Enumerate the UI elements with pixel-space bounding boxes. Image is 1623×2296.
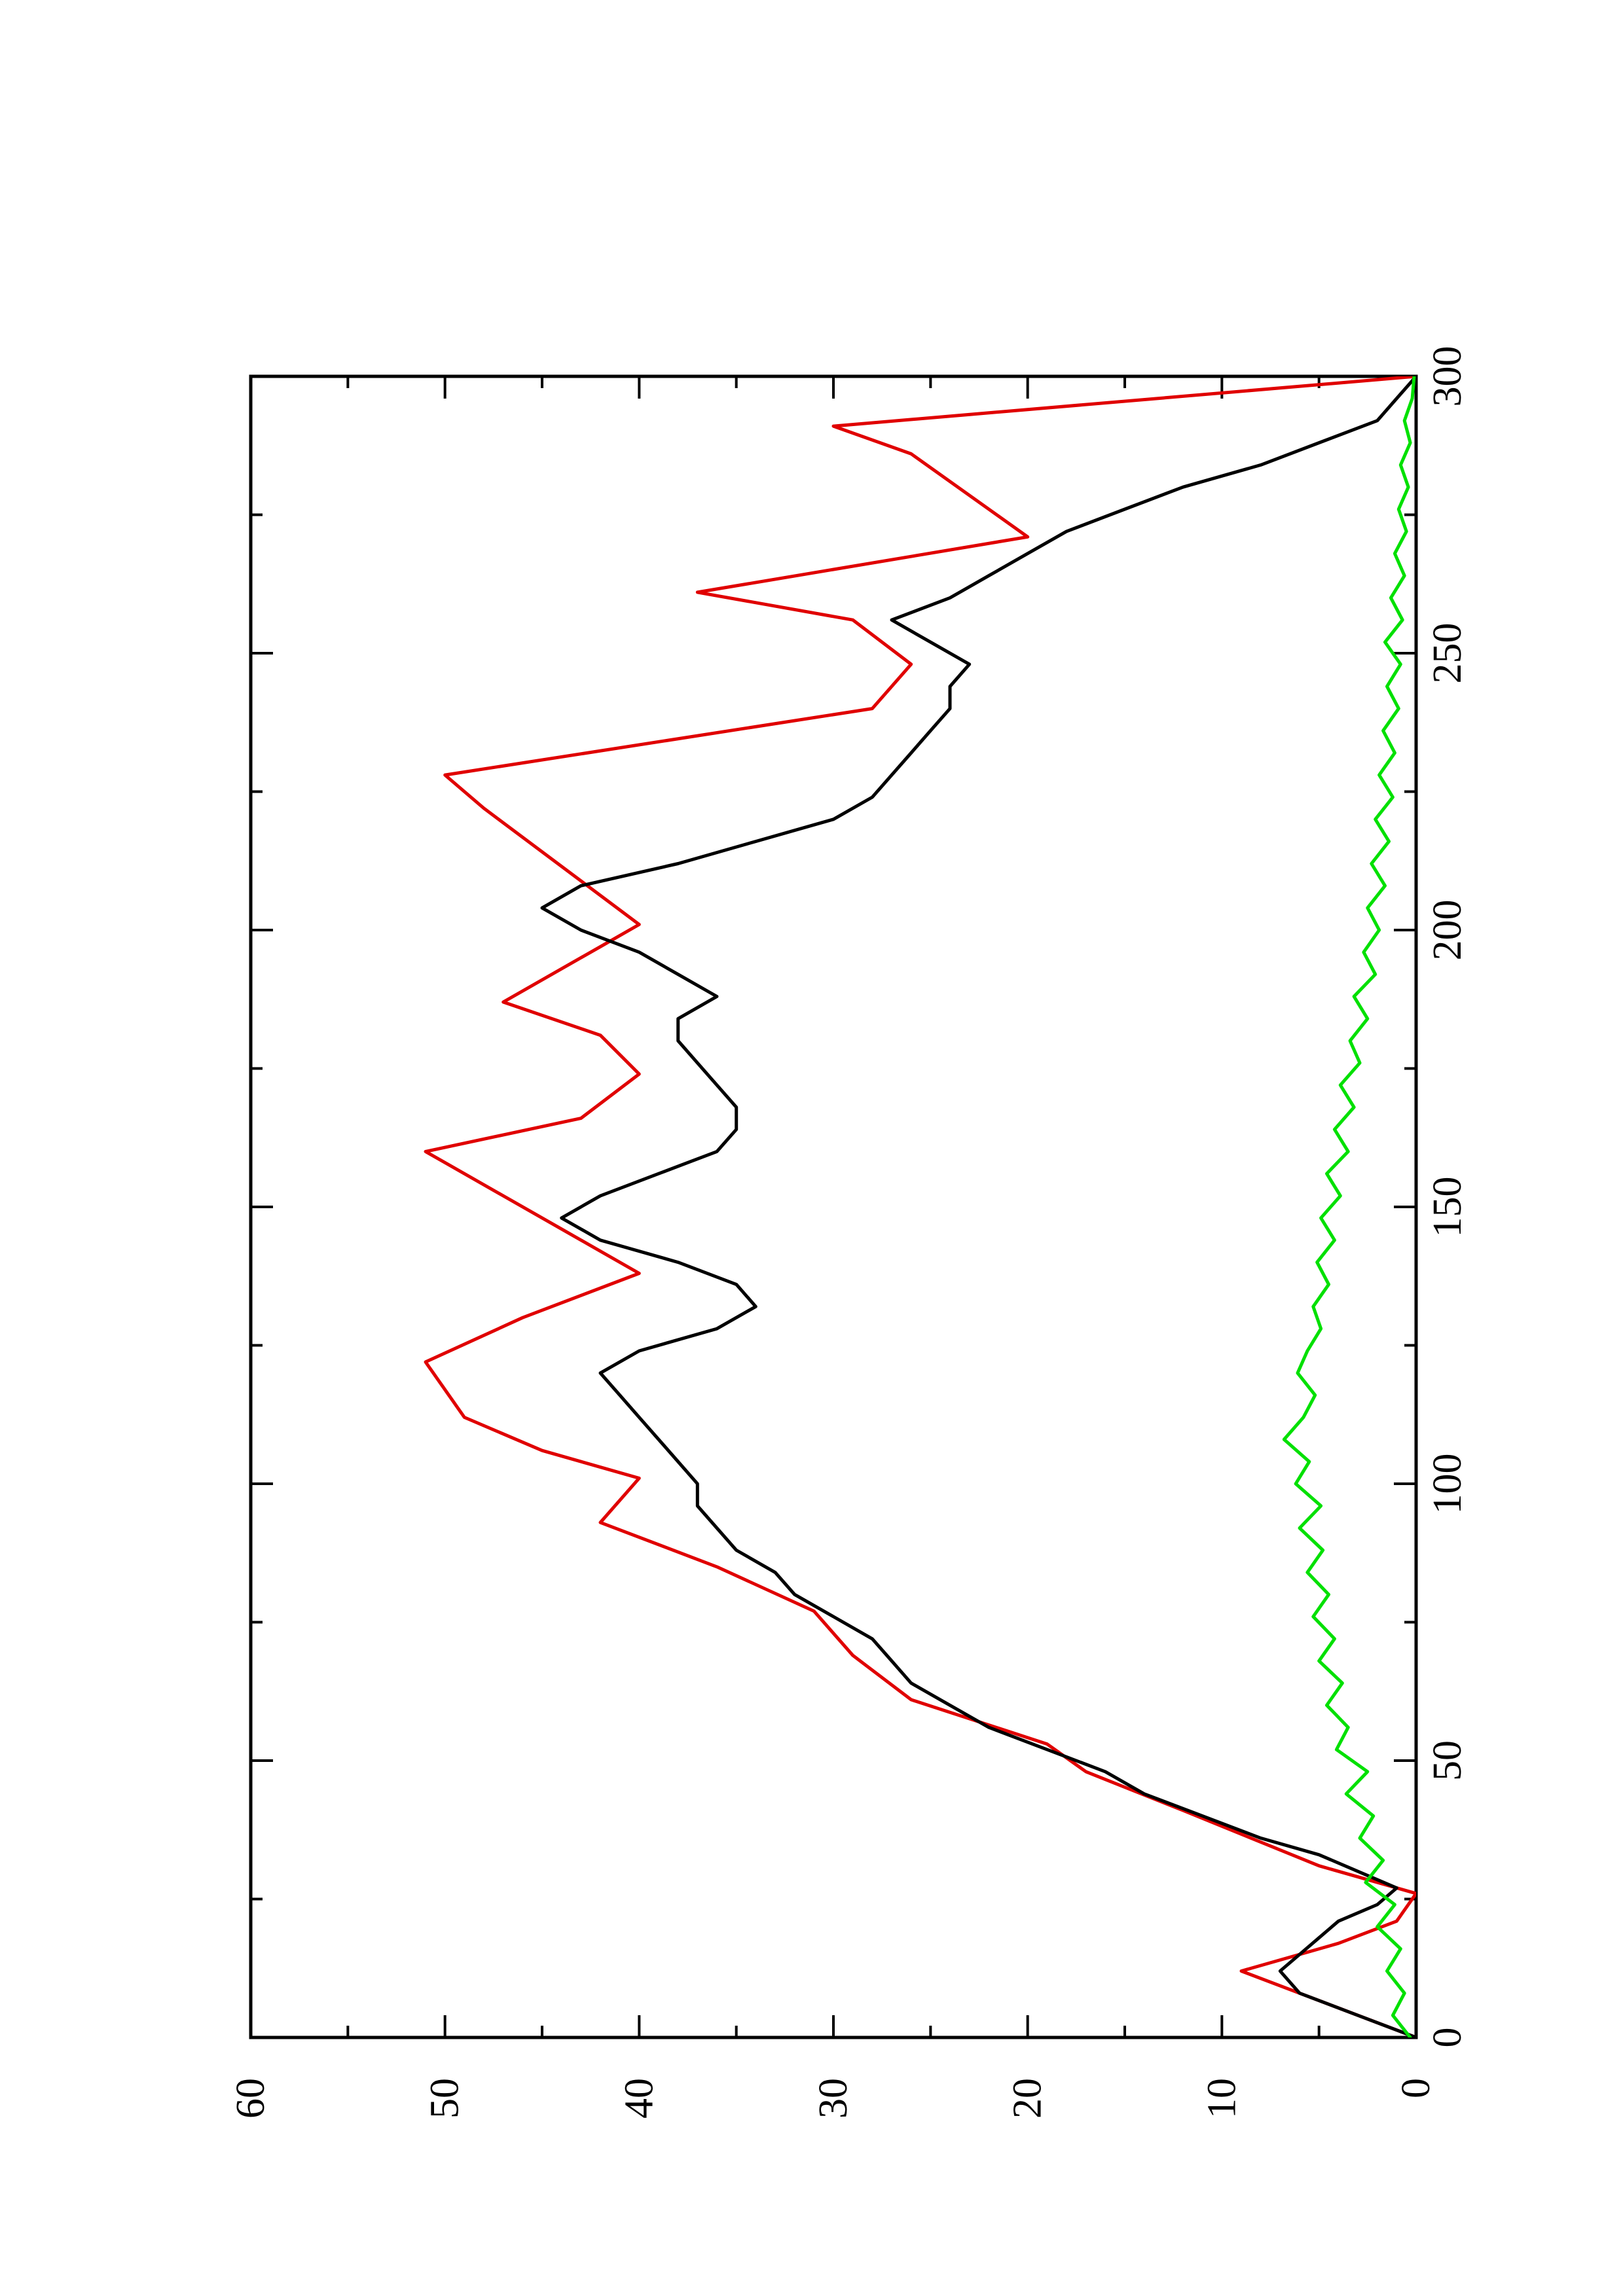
y-tick-label: 0 bbox=[1394, 2078, 1438, 2098]
y-tick-label: 50 bbox=[423, 2078, 467, 2119]
y-tick-label: 20 bbox=[1006, 2078, 1050, 2119]
y-tick-label: 10 bbox=[1199, 2078, 1244, 2119]
x-tick-label: 250 bbox=[1425, 623, 1470, 684]
x-axis-tick-labels: 0 50 100 150 200 250 300 bbox=[1425, 346, 1470, 2048]
plot-frame bbox=[249, 374, 1418, 2039]
black-series-line bbox=[540, 376, 1416, 2037]
x-tick-label: 150 bbox=[1425, 1177, 1470, 1238]
x-tick-label: 50 bbox=[1425, 1740, 1470, 1781]
x-tick-label: 100 bbox=[1425, 1454, 1470, 1515]
red-series-line bbox=[424, 376, 1416, 2037]
y-tick-label: 30 bbox=[811, 2078, 856, 2119]
series-layer bbox=[424, 376, 1416, 2037]
y-tick-label: 60 bbox=[228, 2078, 273, 2119]
y-axis-tick-labels: 0 10 20 30 40 50 60 bbox=[228, 2078, 1438, 2119]
green-series-line bbox=[1282, 376, 1416, 2037]
x-tick-label: 300 bbox=[1425, 346, 1470, 407]
x-tick-label: 0 bbox=[1425, 2028, 1470, 2048]
y-tick-label: 40 bbox=[617, 2078, 661, 2119]
axis-ticks bbox=[249, 375, 1417, 2039]
x-tick-label: 200 bbox=[1425, 900, 1470, 961]
